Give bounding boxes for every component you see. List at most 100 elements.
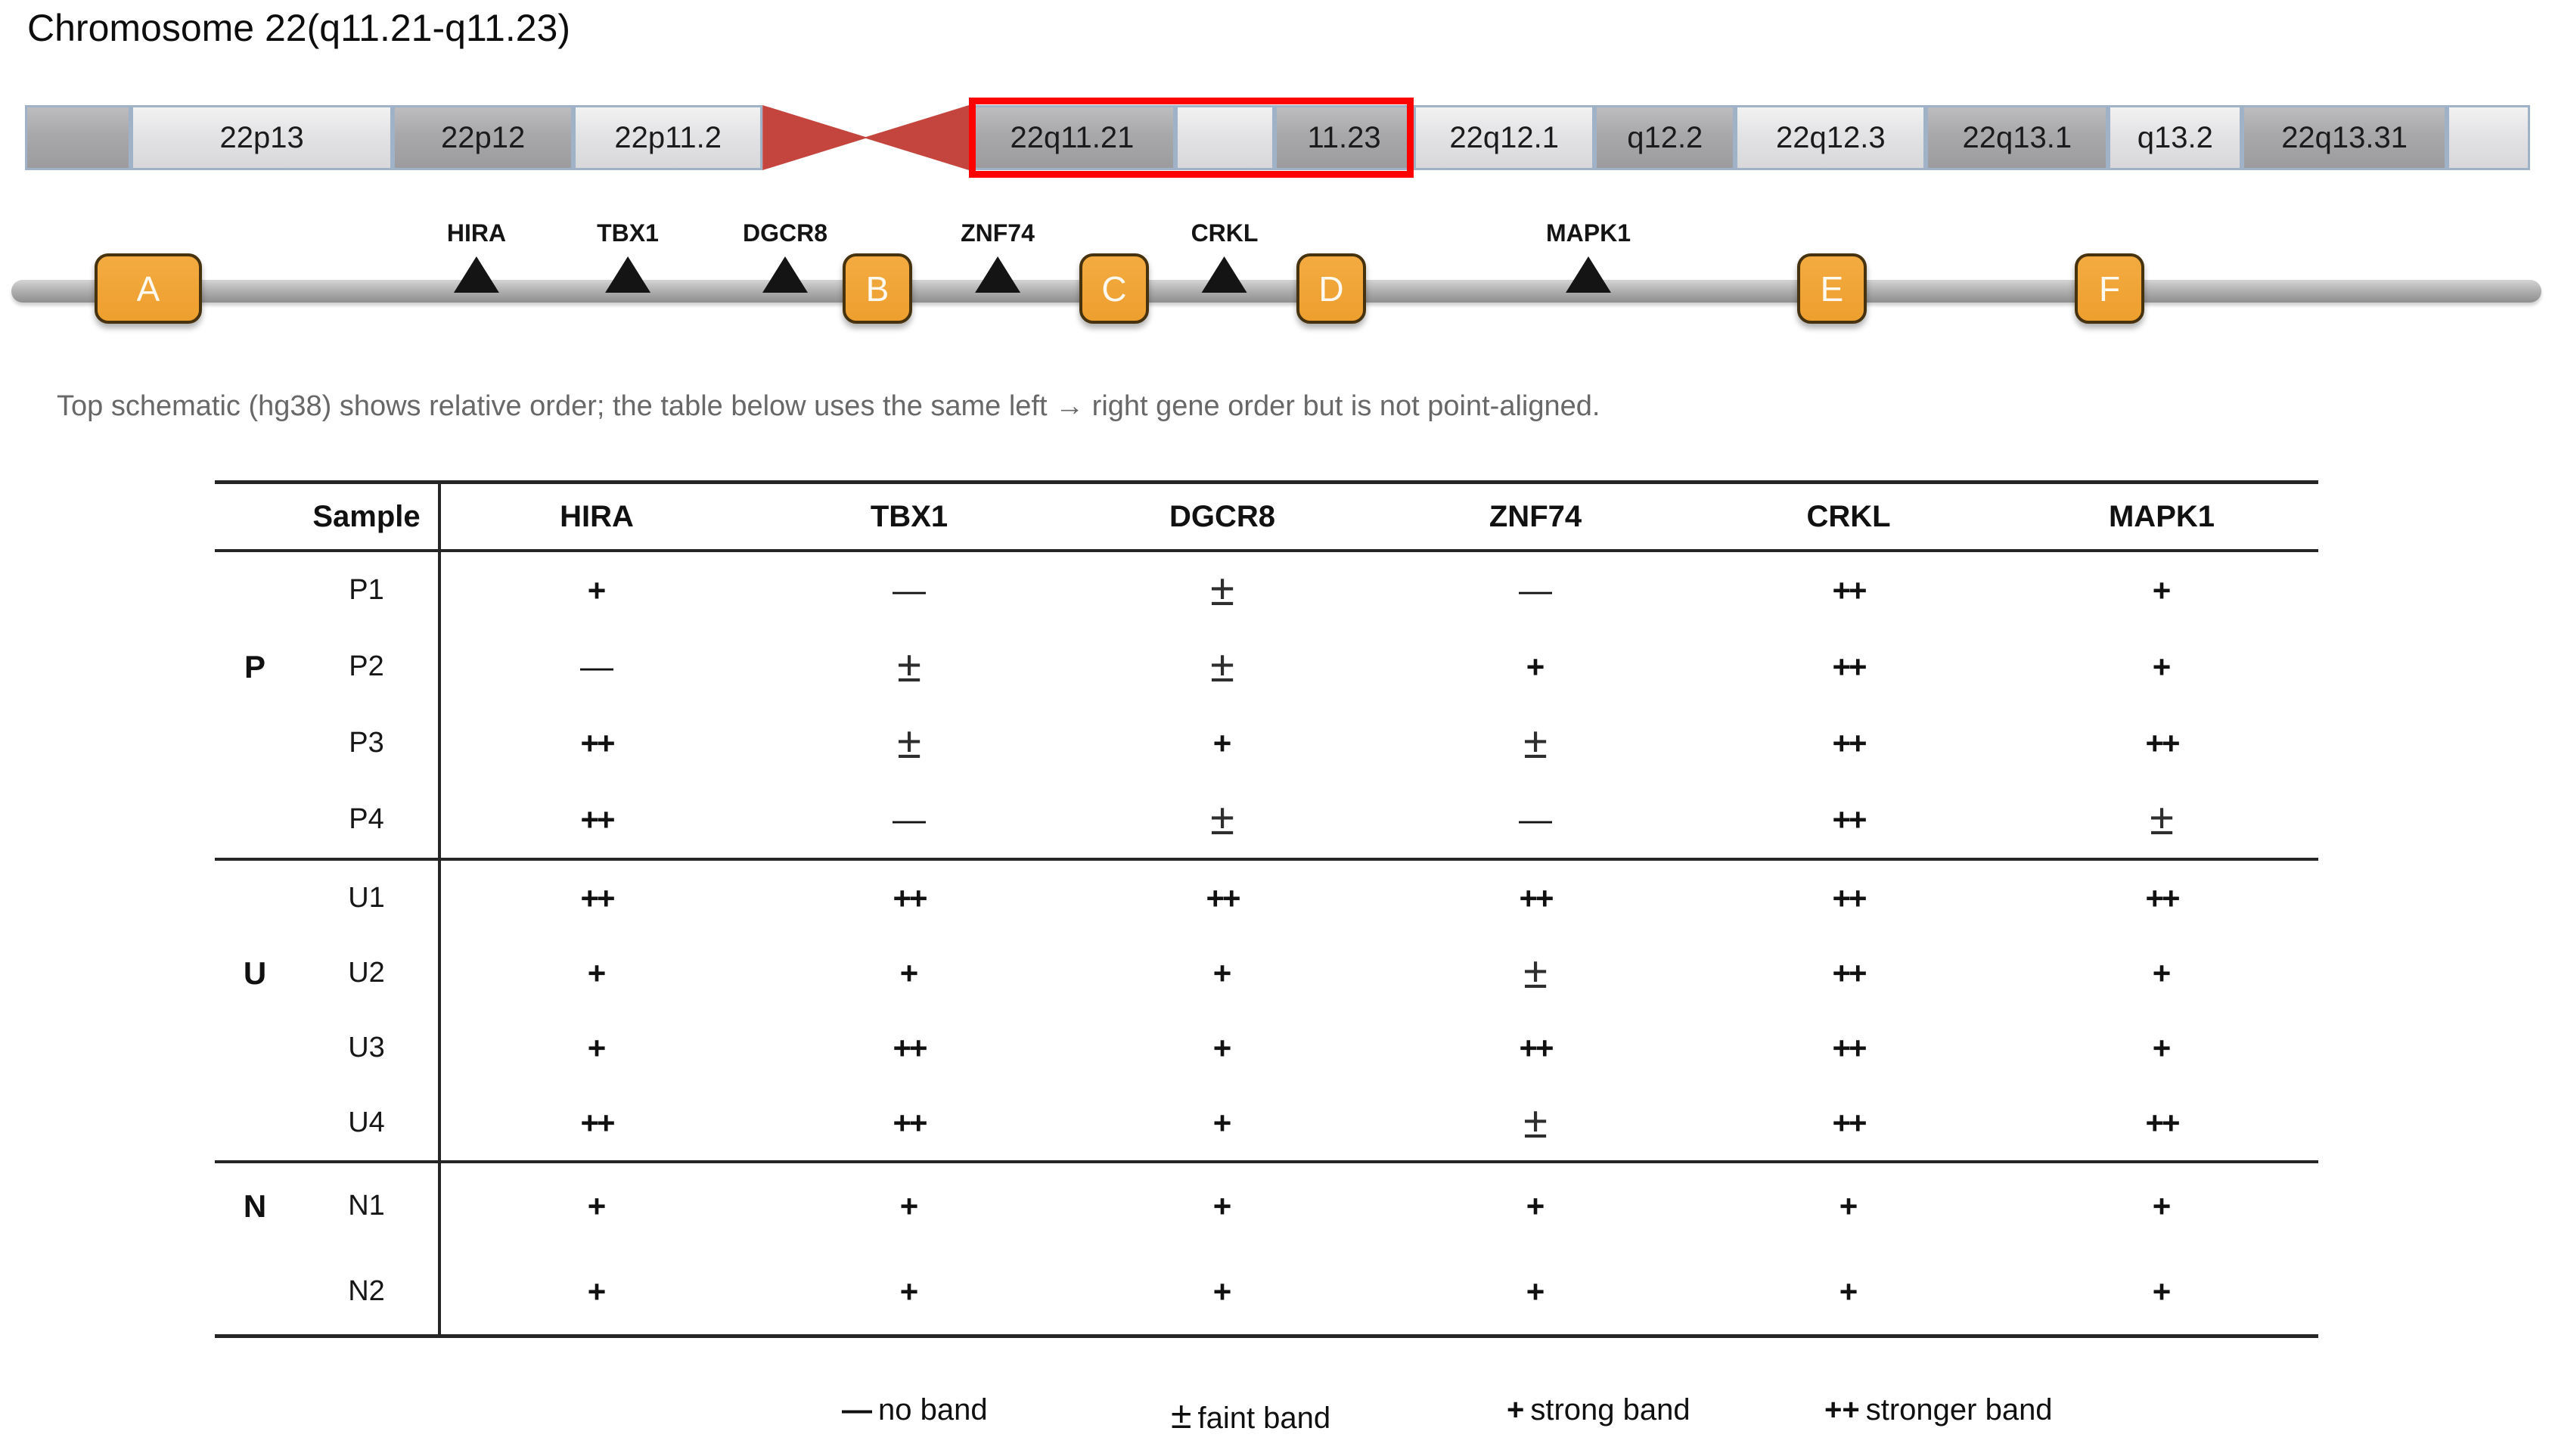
- intensity-cell-U1-MAPK1: ++: [2145, 880, 2180, 916]
- gene-triangle-icon: [1202, 256, 1247, 293]
- gene-marker-MAPK1: MAPK1: [1546, 219, 1631, 293]
- intensity-cell-P2-HIRA: —: [580, 647, 613, 685]
- intensity-cell-U3-TBX1: ++: [893, 1029, 927, 1066]
- column-header-dgcr8: DGCR8: [1066, 482, 1379, 552]
- intensity-cell-N2-TBX1: +: [899, 1273, 919, 1309]
- probe-box-E: E: [1797, 253, 1867, 324]
- gene-marker-TBX1: TBX1: [597, 219, 659, 293]
- column-header-hira: HIRA: [439, 482, 753, 552]
- intensity-cell-P2-TBX1: ±: [897, 642, 921, 691]
- gene-marker-HIRA: HIRA: [447, 219, 506, 293]
- sample-id-cell: U2: [295, 936, 441, 1011]
- intensity-cell-P4-MAPK1: ±: [2005, 781, 2318, 861]
- chromosome-band-22q11.21: 22q11.21: [969, 105, 1175, 170]
- band-label: 22q13.31: [2281, 120, 2408, 154]
- intensity-cell-U1-ZNF74: ++: [1519, 880, 1554, 916]
- intensity-cell-P1-MAPK1: +: [2152, 572, 2172, 608]
- chromosome-band-q13.2: q13.2: [2108, 105, 2243, 170]
- probe-box-F: F: [2075, 253, 2144, 324]
- table-row-U3: U3 + ++ + ++ ++ +: [215, 1011, 2318, 1085]
- table-row-U2: U U2 + + + ± ++ +: [215, 936, 2318, 1011]
- legend-label: no band: [878, 1393, 988, 1427]
- chromosome-band-22p13: 22p13: [131, 105, 393, 170]
- legend-symbol: +: [1507, 1393, 1525, 1427]
- intensity-cell-U3-ZNF74: ++: [1519, 1029, 1554, 1066]
- intensity-cell-P4-CRKL: ++: [1692, 781, 2005, 861]
- legend-item-no-band: — no band: [842, 1393, 988, 1427]
- intensity-cell-P1-DGCR8: ±: [1210, 566, 1234, 615]
- legend-symbol: ±: [1171, 1394, 1192, 1436]
- intensity-cell-N1-ZNF74: +: [1526, 1187, 1545, 1224]
- intensity-cell-N2-CRKL: +: [1839, 1273, 1858, 1309]
- intensity-cell-P2-MAPK1: +: [2152, 648, 2172, 685]
- intensity-cell-N1-HIRA: +: [587, 1187, 607, 1224]
- legend-item-faint-band: ± faint band: [1171, 1393, 1330, 1437]
- table-body: P1 + — ± — ++ + P P2— ± ± + ++ + P3 ++ ± + ± ++ ++ P4 ++ — ± — ++ ±…: [215, 551, 2318, 1336]
- intensity-cell-P1-HIRA: +: [587, 572, 607, 608]
- legend-item-stronger-band: ++ stronger band: [1824, 1393, 2053, 1427]
- intensity-cell-U4-MAPK1: ++: [2005, 1085, 2318, 1163]
- sample-id-cell: P1: [295, 551, 441, 629]
- header-row: Sample HIRA TBX1 DGCR8 ZNF74 CRKL MAPK1: [215, 482, 2318, 552]
- probe-box-D: D: [1296, 253, 1366, 324]
- intensity-cell-U2-DGCR8: +: [1212, 955, 1232, 991]
- chromosome-band-unlabeled-0: [25, 105, 132, 170]
- column-header-tbx1: TBX1: [753, 482, 1066, 552]
- column-header-crkl: CRKL: [1692, 482, 2005, 552]
- intensity-cell-P3-HIRA: ++: [580, 725, 615, 761]
- chromosome-band-22p12: 22p12: [393, 105, 574, 170]
- centromere-left-triangle: [762, 105, 868, 170]
- intensity-cell-U3-MAPK1: +: [2152, 1029, 2172, 1066]
- chromosome-ideogram: 22p13 22p12 22p11.2 22q11.21 11.23 22q12.1 q12…: [25, 98, 2530, 178]
- legend-label: strong band: [1530, 1393, 1690, 1427]
- table-row-U1: U1 ++ ++ ++ ++ ++ ++: [215, 859, 2318, 936]
- table-row-P3: P3 ++ ± + ± ++ ++: [215, 705, 2318, 781]
- band-label: q13.2: [2137, 120, 2213, 154]
- group-label-cell: [215, 1249, 295, 1336]
- group-label-cell: P: [244, 648, 265, 685]
- gene-marker-ZNF74: ZNF74: [961, 219, 1035, 293]
- chromosome-band-22q12.3: 22q12.3: [1735, 105, 1926, 170]
- intensity-cell-U4-CRKL: ++: [1692, 1085, 2005, 1163]
- gene-label: ZNF74: [961, 219, 1035, 247]
- intensity-cell-U2-ZNF74: ±: [1523, 948, 1548, 998]
- group-label-cell: [215, 1011, 295, 1085]
- chromosome-band-q12.2: q12.2: [1594, 105, 1736, 170]
- page-title: Chromosome 22(q11.21-q11.23): [27, 7, 570, 49]
- gene-marker-DGCR8: DGCR8: [743, 219, 827, 293]
- gene-triangle-icon: [604, 256, 650, 293]
- intensity-cell-N1-MAPK1: +: [2152, 1187, 2172, 1224]
- gene-probe-track: A B C D E F HIRA TBX1 DGCR8 ZNF74 CRKL MAPK1: [11, 219, 2541, 337]
- group-label-cell: [215, 705, 295, 781]
- band-label: 22q12.3: [1776, 120, 1886, 154]
- intensity-cell-U3-DGCR8: +: [1212, 1029, 1232, 1066]
- band-intensity-table: Sample HIRA TBX1 DGCR8 ZNF74 CRKL MAPK1 P1 + — ± —…: [215, 480, 2318, 1338]
- intensity-cell-P3-MAPK1: ++: [2145, 725, 2180, 761]
- sample-id-cell: P2: [295, 629, 441, 705]
- centromere: [762, 105, 970, 170]
- group-label-cell: [215, 859, 295, 936]
- group-label-cell: [215, 551, 295, 629]
- band-label: 11.23: [1307, 120, 1381, 154]
- sample-id-cell: N1: [295, 1162, 441, 1249]
- chromosome-band-22q13.31: 22q13.31: [2242, 105, 2448, 170]
- legend-item-strong-band: + strong band: [1507, 1393, 1690, 1427]
- intensity-cell-P2-CRKL: ++: [1832, 648, 1867, 685]
- band-label: 22q13.1: [1962, 120, 2072, 154]
- table-header: Sample HIRA TBX1 DGCR8 ZNF74 CRKL MAPK1: [215, 482, 2318, 552]
- intensity-cell-P4-HIRA: ++: [439, 781, 753, 861]
- intensity-cell-U2-TBX1: +: [899, 955, 919, 991]
- gene-triangle-icon: [762, 256, 808, 293]
- intensity-cell-U2-CRKL: ++: [1832, 955, 1867, 991]
- column-header-znf74: ZNF74: [1379, 482, 1692, 552]
- intensity-cell-N2-MAPK1: +: [2152, 1273, 2172, 1309]
- gene-triangle-icon: [974, 256, 1020, 293]
- sample-id-cell: U4: [295, 1085, 441, 1163]
- gene-marker-CRKL: CRKL: [1191, 219, 1258, 293]
- band-label: q12.2: [1627, 120, 1703, 154]
- chromosome-band-11.23: 11.23: [1274, 105, 1414, 170]
- intensity-cell-U1-CRKL: ++: [1832, 880, 1867, 916]
- group-label-cell: [215, 781, 295, 861]
- sample-id-cell: U1: [295, 859, 441, 936]
- legend-label: faint band: [1197, 1402, 1331, 1435]
